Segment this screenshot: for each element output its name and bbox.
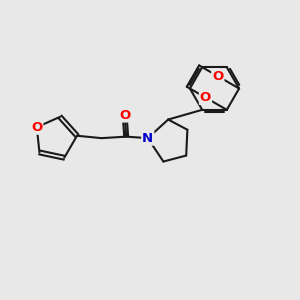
Text: O: O [200,91,211,104]
Text: O: O [119,109,130,122]
Text: O: O [212,70,224,83]
Text: O: O [31,121,42,134]
Text: N: N [142,132,153,145]
